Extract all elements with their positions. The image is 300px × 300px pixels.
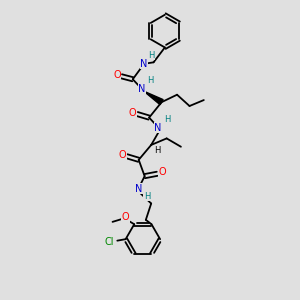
Text: O: O — [113, 70, 121, 80]
Text: N: N — [140, 59, 148, 69]
Text: N: N — [138, 84, 146, 94]
Text: H: H — [164, 115, 170, 124]
Text: O: O — [159, 167, 166, 177]
Text: H: H — [147, 76, 154, 85]
Text: O: O — [129, 108, 136, 118]
Text: H: H — [144, 192, 150, 201]
Text: N: N — [135, 184, 142, 194]
Text: O: O — [118, 150, 126, 160]
Text: H: H — [148, 51, 154, 60]
Polygon shape — [144, 91, 163, 105]
Text: N: N — [154, 123, 162, 133]
Text: O: O — [122, 212, 129, 222]
Text: Cl: Cl — [105, 236, 114, 247]
Text: H: H — [154, 146, 161, 155]
